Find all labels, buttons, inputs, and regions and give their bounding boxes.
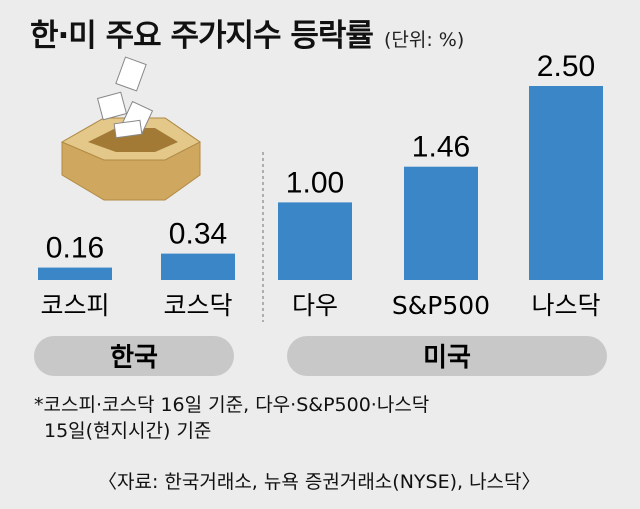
bar-value-label: 0.16 bbox=[46, 232, 104, 265]
category-label: 다우 bbox=[292, 291, 338, 320]
group-label: 한국 bbox=[110, 343, 158, 373]
bar bbox=[161, 253, 235, 280]
ballot-box-with-papers-icon bbox=[60, 56, 201, 201]
footnote: *코스피·코스닥 16일 기준, 다우·S&P500·나스닥 15일(현지시간)… bbox=[34, 392, 429, 444]
bar bbox=[529, 86, 603, 280]
category-label: 나스닥 bbox=[531, 291, 600, 320]
category-label: 코스피 bbox=[40, 291, 109, 320]
footnote-line-2: 15일(현지시간) 기준 bbox=[44, 420, 212, 442]
bar-value-label: 1.00 bbox=[286, 166, 344, 199]
bar-chart: 0.16 코스피 0.34 코스닥 1.00 다우 1.46 S&P500 2.50 나스닥 한국… bbox=[34, 50, 607, 376]
category-label: 코스닥 bbox=[163, 291, 232, 320]
group-pill bbox=[34, 336, 234, 376]
bar bbox=[404, 166, 478, 280]
bar bbox=[278, 202, 352, 280]
source-note: 〈자료: 한국거래소, 뉴욕 증권거래소(NYSE), 나스닥〉 bbox=[98, 471, 541, 493]
group-pill bbox=[287, 336, 607, 376]
footnote-line-1: *코스피·코스닥 16일 기준, 다우·S&P500·나스닥 bbox=[34, 394, 430, 416]
bars-layer: 0.16 코스피 0.34 코스닥 1.00 다우 1.46 S&P500 2.50 나스닥 bbox=[38, 50, 603, 320]
bar-value-label: 1.46 bbox=[412, 131, 470, 164]
group-labels-layer: 한국 미국 bbox=[34, 336, 607, 376]
category-label: S&P500 bbox=[392, 291, 490, 320]
bar-value-label: 0.34 bbox=[169, 218, 227, 251]
chart-header: 한·미 주요 주가지수 등락률 (단위: %) bbox=[30, 10, 464, 55]
group-label: 미국 bbox=[423, 343, 471, 373]
bar-value-label: 2.50 bbox=[537, 50, 595, 83]
chart-title: 한·미 주요 주가지수 등락률 bbox=[30, 18, 374, 54]
unit-label: (단위: %) bbox=[383, 29, 465, 51]
bar bbox=[38, 267, 112, 280]
